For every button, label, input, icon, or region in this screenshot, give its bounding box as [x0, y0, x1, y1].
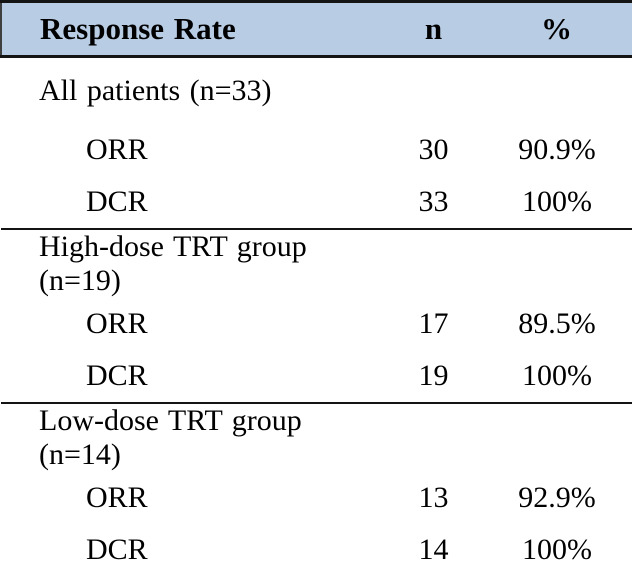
- table-row: DCR 19 100%: [1, 350, 632, 403]
- row-label: DCR: [86, 359, 148, 392]
- group-label: All patients (n=33): [39, 74, 272, 107]
- table-row: ORR 30 90.9%: [1, 124, 632, 176]
- table-header: Response Rate n %: [0, 0, 632, 58]
- section-high-dose: High-dose TRT group (n=19) ORR 17 89.5% …: [1, 229, 632, 403]
- pct-value: 92.9%: [518, 481, 596, 514]
- pct-value: 100%: [522, 185, 592, 218]
- row-label: ORR: [86, 307, 148, 340]
- pct-value: 100%: [522, 359, 592, 392]
- table-row: DCR 14 100%: [1, 524, 632, 576]
- group-row: All patients (n=33): [1, 57, 632, 125]
- n-value: 14: [418, 533, 449, 566]
- group-row: High-dose TRT group (n=19): [1, 229, 632, 298]
- row-label: ORR: [86, 133, 148, 166]
- group-label: Low-dose TRT group (n=14): [39, 404, 302, 471]
- section-low-dose: Low-dose TRT group (n=14) ORR 13 92.9% D…: [1, 403, 632, 576]
- table-row: DCR 33 100%: [1, 176, 632, 229]
- table-row: ORR 17 89.5%: [1, 298, 632, 350]
- group-row: Low-dose TRT group (n=14): [1, 403, 632, 472]
- group-label: High-dose TRT group (n=19): [39, 230, 307, 297]
- section-all-patients: All patients (n=33) ORR 30 90.9% DCR 33 …: [1, 57, 632, 229]
- n-value: 17: [418, 307, 449, 340]
- pct-value: 90.9%: [518, 133, 596, 166]
- header-row: Response Rate n %: [0, 0, 632, 58]
- header-percent: %: [481, 0, 632, 58]
- row-label: ORR: [86, 481, 148, 514]
- header-n: n: [386, 0, 481, 58]
- row-label: DCR: [86, 185, 148, 218]
- pct-value: 100%: [522, 533, 592, 566]
- n-value: 33: [418, 185, 449, 218]
- row-label: DCR: [86, 533, 148, 566]
- header-response-rate: Response Rate: [0, 0, 386, 58]
- n-value: 30: [418, 133, 449, 166]
- pct-value: 89.5%: [518, 307, 596, 340]
- table-row: ORR 13 92.9%: [1, 472, 632, 524]
- n-value: 19: [418, 359, 449, 392]
- n-value: 13: [418, 481, 449, 514]
